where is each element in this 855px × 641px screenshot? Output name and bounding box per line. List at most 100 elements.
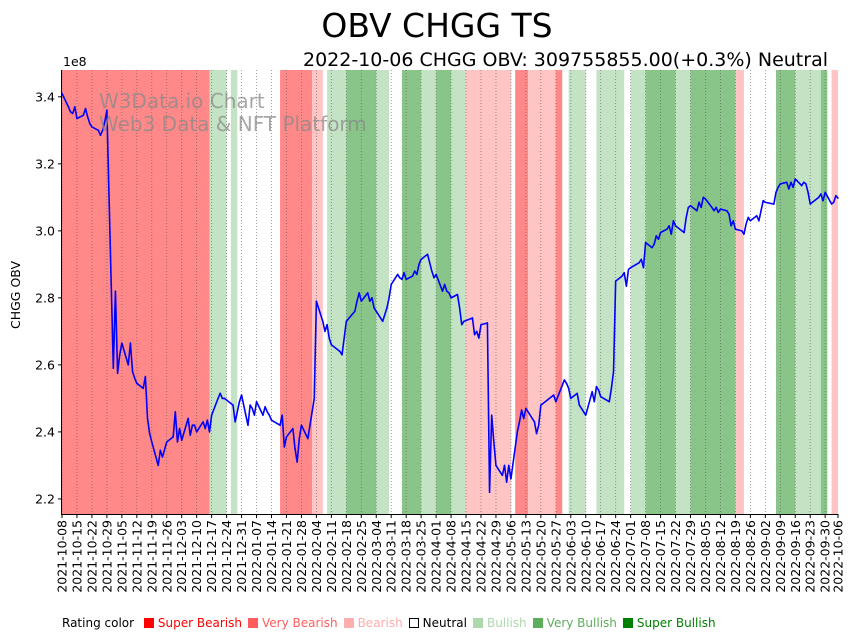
obv-point-246: [824, 191, 826, 194]
obv-point-46: [204, 427, 206, 430]
x-tick-label-4: 2021-11-05: [114, 520, 129, 593]
legend-items: Super Bearish Very Bearish Bearish Neutral B…: [143, 616, 722, 630]
obv-point-211: [717, 211, 719, 214]
obv-point-72: [285, 436, 288, 438]
rating-band-22: [690, 70, 736, 514]
obv-point-151: [531, 417, 534, 420]
x-tick-label-29: 2022-04-29: [488, 520, 503, 593]
x-tick-label-25: 2022-04-01: [429, 520, 444, 593]
x-tick-label-9: 2021-12-10: [189, 520, 204, 593]
obv-point-95: [358, 292, 360, 294]
obv-point-78: [307, 437, 309, 440]
obv-point-110: [403, 272, 405, 274]
obv-point-214: [728, 213, 730, 215]
obv-point-206: [702, 196, 705, 199]
obv-point-62: [253, 414, 256, 416]
obv-point-156: [546, 399, 548, 401]
obv-point-149: [523, 417, 525, 420]
obv-point-65: [264, 406, 266, 408]
legend-swatch-6: [622, 618, 633, 628]
obv-point-36: [174, 411, 177, 413]
obv-point-245: [822, 199, 824, 202]
obv-point-209: [713, 210, 715, 212]
obv-point-47: [206, 419, 209, 421]
legend-title: Rating color: [62, 616, 135, 630]
series-layer: [61, 92, 839, 494]
obv-point-224: [758, 220, 760, 222]
obv-point-29: [148, 432, 151, 435]
x-tick-label-37: 2022-06-24: [608, 520, 623, 593]
x-tick-label-7: 2021-11-26: [159, 520, 174, 593]
obv-point-33: [161, 456, 164, 458]
y-tick-label-2: 2.6: [35, 357, 55, 372]
obv-point-129: [461, 323, 463, 326]
x-tick-label-10: 2021-12-17: [204, 520, 219, 593]
obv-point-136: [486, 322, 489, 324]
obv-point-94: [356, 300, 358, 302]
obv-point-210: [715, 206, 717, 209]
obv-point-212: [719, 208, 722, 210]
obv-point-4: [74, 106, 76, 108]
obv-point-120: [433, 277, 435, 279]
rating-band-19: [630, 70, 646, 514]
rating-legend: Rating color Super Bearish Very Bearish Be…: [62, 616, 728, 634]
obv-point-108: [399, 277, 401, 279]
obv-point-40: [187, 417, 189, 420]
obv-point-101: [375, 310, 377, 312]
obv-point-76: [298, 437, 300, 440]
obv-point-51: [219, 392, 221, 395]
x-tick-label-22: 2022-03-11: [384, 520, 399, 593]
obv-point-213: [726, 210, 728, 212]
obv-point-188: [651, 246, 653, 249]
obv-point-124: [446, 290, 448, 292]
obv-point-44: [195, 431, 198, 433]
x-tick-label-27: 2022-04-15: [459, 520, 474, 593]
rating-band-3: [230, 70, 238, 514]
obv-point-113: [414, 270, 416, 272]
obv-point-223: [756, 215, 758, 217]
obv-point-167: [580, 407, 583, 410]
obv-point-11: [97, 129, 100, 132]
obv-point-41: [189, 434, 191, 436]
obv-point-102: [381, 320, 384, 323]
obv-point-236: [794, 178, 796, 180]
watermark-line-1: W3Data.io Chart: [99, 89, 265, 113]
obv-point-117: [426, 253, 429, 256]
x-tick-label-36: 2022-06-17: [593, 520, 608, 593]
legend-swatch-4: [472, 618, 483, 628]
obv-point-174: [600, 396, 602, 398]
obv-point-248: [833, 201, 835, 204]
obv-point-238: [803, 181, 805, 183]
obv-point-39: [181, 439, 183, 441]
rating-band-10: [421, 70, 437, 514]
legend-swatch-5: [532, 618, 543, 628]
x-tick-label-18: 2022-02-11: [324, 520, 339, 593]
obv-point-83: [322, 320, 324, 323]
obv-point-89: [339, 350, 341, 353]
rating-band-11: [436, 70, 452, 514]
obv-point-67: [268, 414, 271, 416]
obv-point-10: [91, 126, 93, 128]
obv-point-35: [172, 436, 174, 438]
obv-point-88: [337, 349, 339, 351]
obv-point-128: [458, 307, 461, 309]
obv-point-57: [238, 401, 241, 403]
x-tick-label-28: 2022-04-22: [474, 520, 489, 593]
rating-band-15: [528, 70, 556, 514]
obv-point-233: [788, 188, 790, 190]
obv-point-164: [570, 397, 572, 400]
obv-point-186: [642, 267, 645, 269]
obv-point-127: [456, 293, 459, 296]
obv-point-16: [112, 367, 115, 369]
obv-point-96: [360, 300, 362, 302]
obv-point-139: [493, 441, 495, 443]
obv-point-163: [567, 387, 570, 390]
obv-point-216: [732, 220, 734, 222]
obv-point-93: [354, 310, 356, 312]
obv-point-73: [292, 427, 294, 430]
obv-point-143: [505, 481, 508, 483]
obv-point-235: [792, 186, 794, 188]
obv-point-115: [418, 263, 420, 266]
obv-point-165: [576, 392, 578, 395]
rating-band-25: [795, 70, 821, 514]
